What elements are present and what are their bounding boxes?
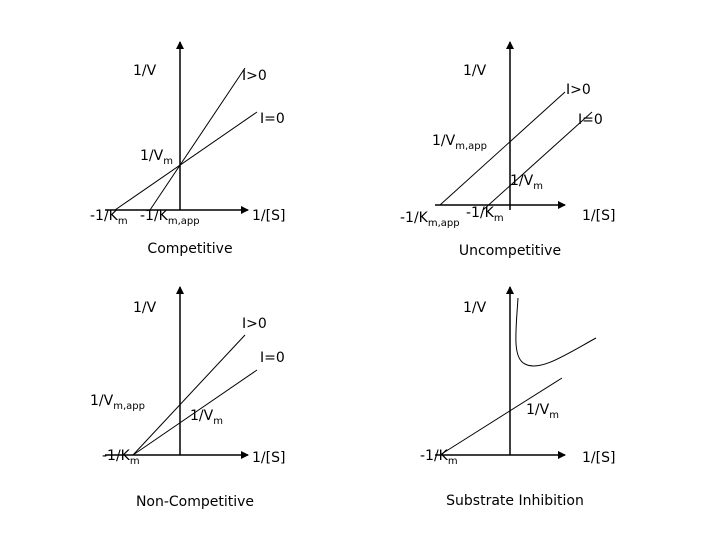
y-axis-label: 1/V [463,63,487,79]
competitive-plot: 1/V I>0 I=0 1/Vm -1/Km -1/Km,app 1/[S] C… [90,41,285,257]
x-axis-label: 1/[S] [582,450,615,466]
label: -1/Km [102,448,140,467]
label: -1/Km,app [400,210,460,229]
line-inhibited [439,91,566,206]
label: 1/Vm [510,173,543,192]
y-axis-label: 1/V [133,63,157,79]
label: -1/Km [420,448,458,467]
line-inhibited [132,334,246,456]
line [439,377,563,456]
noncompetitive-plot: 1/V I>0 I=0 1/Vm,app 1/Vm -1/Km 1/[S] No… [90,286,285,510]
substrate-inhibition-plot: 1/V 1/Vm -1/Km 1/[S] Substrate Inhibitio… [420,286,615,509]
label: -1/Km [466,205,504,224]
label: 1/Vm [190,408,223,427]
label: 1/Vm,app [432,133,487,152]
line-uninhibited [132,369,258,456]
label: I>0 [242,316,267,332]
label: -1/Km,app [140,208,200,227]
x-axis-label: 1/[S] [252,450,285,466]
line-uninhibited [482,111,593,211]
x-axis-label: 1/[S] [252,208,285,224]
label: I>0 [242,68,267,84]
panel-title: Non-Competitive [136,494,254,510]
panel-title: Uncompetitive [459,243,561,259]
label: I=0 [578,112,603,128]
uncompetitive-plot: 1/V I>0 I=0 1/Vm,app 1/Vm -1/Km,app -1/K… [400,41,615,259]
line-uninhibited [114,111,258,211]
line-inhibited [149,67,246,211]
label: I=0 [260,111,285,127]
label: 1/Vm,app [90,393,145,412]
x-axis-label: 1/[S] [582,208,615,224]
label: I>0 [566,82,591,98]
label: -1/Km [90,208,128,227]
label: I=0 [260,350,285,366]
y-axis-label: 1/V [133,300,157,316]
label: 1/Vm [140,148,173,167]
inhibition-curve [515,297,597,367]
label: 1/Vm [526,402,559,421]
y-axis-label: 1/V [463,300,487,316]
panel-title: Competitive [147,241,232,257]
panel-title: Substrate Inhibition [446,493,584,509]
